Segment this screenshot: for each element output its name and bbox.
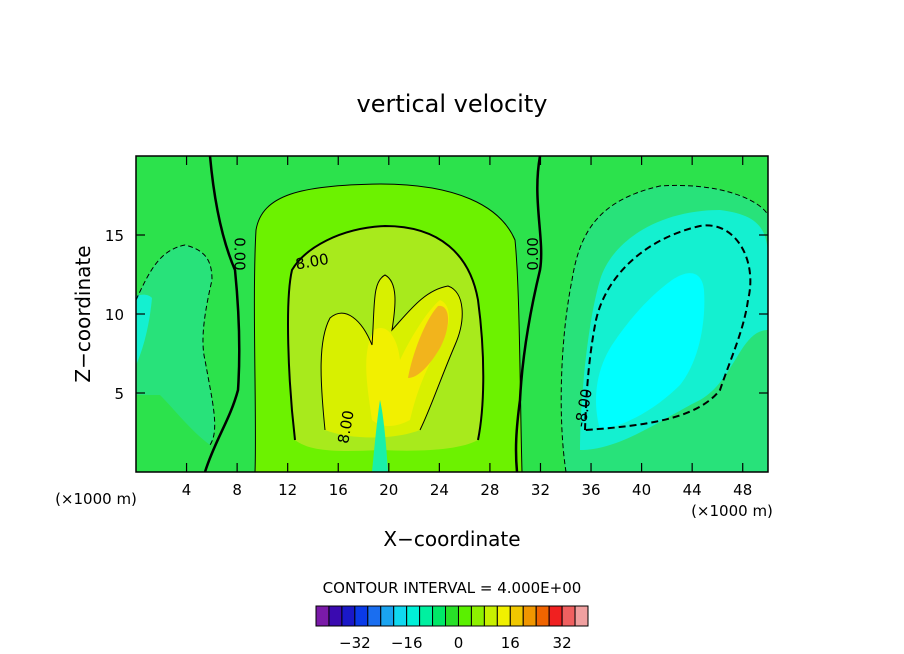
colorbar-swatch <box>561 605 576 627</box>
y-tick-label: 5 <box>114 385 124 403</box>
colorbar-tick-label: 16 <box>501 634 520 652</box>
colorbar-swatch <box>470 605 485 627</box>
colorbar-swatch <box>509 605 524 627</box>
colorbar <box>315 605 589 627</box>
x-tick-label: 24 <box>430 481 449 499</box>
colorbar-swatch <box>367 605 382 627</box>
x-axis: 4 8 12 16 20 24 28 32 36 40 44 48 <box>182 156 752 499</box>
contour-label: 0.00 <box>231 237 249 270</box>
x-unit-left: (×1000 m) <box>55 490 137 508</box>
contour-label: 8.00 <box>294 250 330 274</box>
colorbar-tick-label: −16 <box>391 634 423 652</box>
contour-zero-left <box>203 156 241 472</box>
field-negative-left-core <box>136 294 152 365</box>
x-axis-label: X−coordinate <box>383 527 520 551</box>
y-tick-label: 10 <box>105 306 124 324</box>
field-updraft-spike <box>372 400 388 472</box>
contour-thin-inner <box>320 274 463 431</box>
contour-label: 8.00 <box>334 409 358 445</box>
colorbar-swatch <box>535 605 550 627</box>
chart-title: vertical velocity <box>357 90 548 118</box>
contour-zero-right <box>514 156 543 472</box>
contour-dashed-left <box>136 244 216 446</box>
contour-interval-text: CONTOUR INTERVAL = 4.000E+00 <box>323 579 582 597</box>
colorbar-swatch <box>548 605 563 627</box>
colorbar-swatch <box>328 605 343 627</box>
contour-dashed-outer <box>560 184 768 472</box>
colorbar-swatch <box>406 605 421 627</box>
x-tick-label: 20 <box>379 481 398 499</box>
colorbar-swatch <box>419 605 434 627</box>
colorbar-swatch <box>483 605 498 627</box>
x-tick-label: 16 <box>329 481 348 499</box>
x-tick-label: 40 <box>632 481 651 499</box>
colorbar-swatch <box>393 605 408 627</box>
contour-eight <box>287 224 485 441</box>
x-unit-right: (×1000 m) <box>691 502 773 520</box>
contour-thin-outer <box>253 183 523 472</box>
colorbar-swatch <box>380 605 395 627</box>
field-positive-20 <box>408 305 449 378</box>
x-tick-label: 8 <box>232 481 242 499</box>
colorbar-ticks: −32 −16 0 16 32 <box>339 634 572 652</box>
x-tick-label: 12 <box>278 481 297 499</box>
colorbar-tick-label: 32 <box>553 634 572 652</box>
x-tick-label: 36 <box>581 481 600 499</box>
x-tick-label: 28 <box>480 481 499 499</box>
colorbar-swatch <box>457 605 472 627</box>
x-tick-label: 44 <box>683 481 702 499</box>
colorbar-swatch <box>522 605 537 627</box>
colorbar-swatch <box>496 605 511 627</box>
colorbar-swatch <box>354 605 369 627</box>
y-axis-label: Z−coordinate <box>71 245 95 382</box>
colorbar-swatch <box>432 605 447 627</box>
colorbar-swatch <box>315 605 330 627</box>
x-tick-label: 32 <box>531 481 550 499</box>
x-tick-label: 4 <box>182 481 192 499</box>
colorbar-tick-label: 0 <box>454 634 464 652</box>
colorbar-tick-label: −32 <box>339 634 371 652</box>
colorbar-swatch <box>574 605 589 627</box>
contour-lines <box>136 156 768 472</box>
colorbar-swatch <box>341 605 356 627</box>
contour-field <box>136 156 768 472</box>
colorbar-swatch <box>445 605 459 627</box>
contour-label: 0.00 <box>524 237 542 270</box>
y-axis: 5 10 15 <box>105 227 768 403</box>
contour-minus-eight <box>584 224 752 431</box>
field-negative-right-max <box>596 273 705 430</box>
field-negative-left <box>136 245 215 445</box>
x-tick-label: 48 <box>733 481 752 499</box>
y-tick-label: 15 <box>105 227 124 245</box>
